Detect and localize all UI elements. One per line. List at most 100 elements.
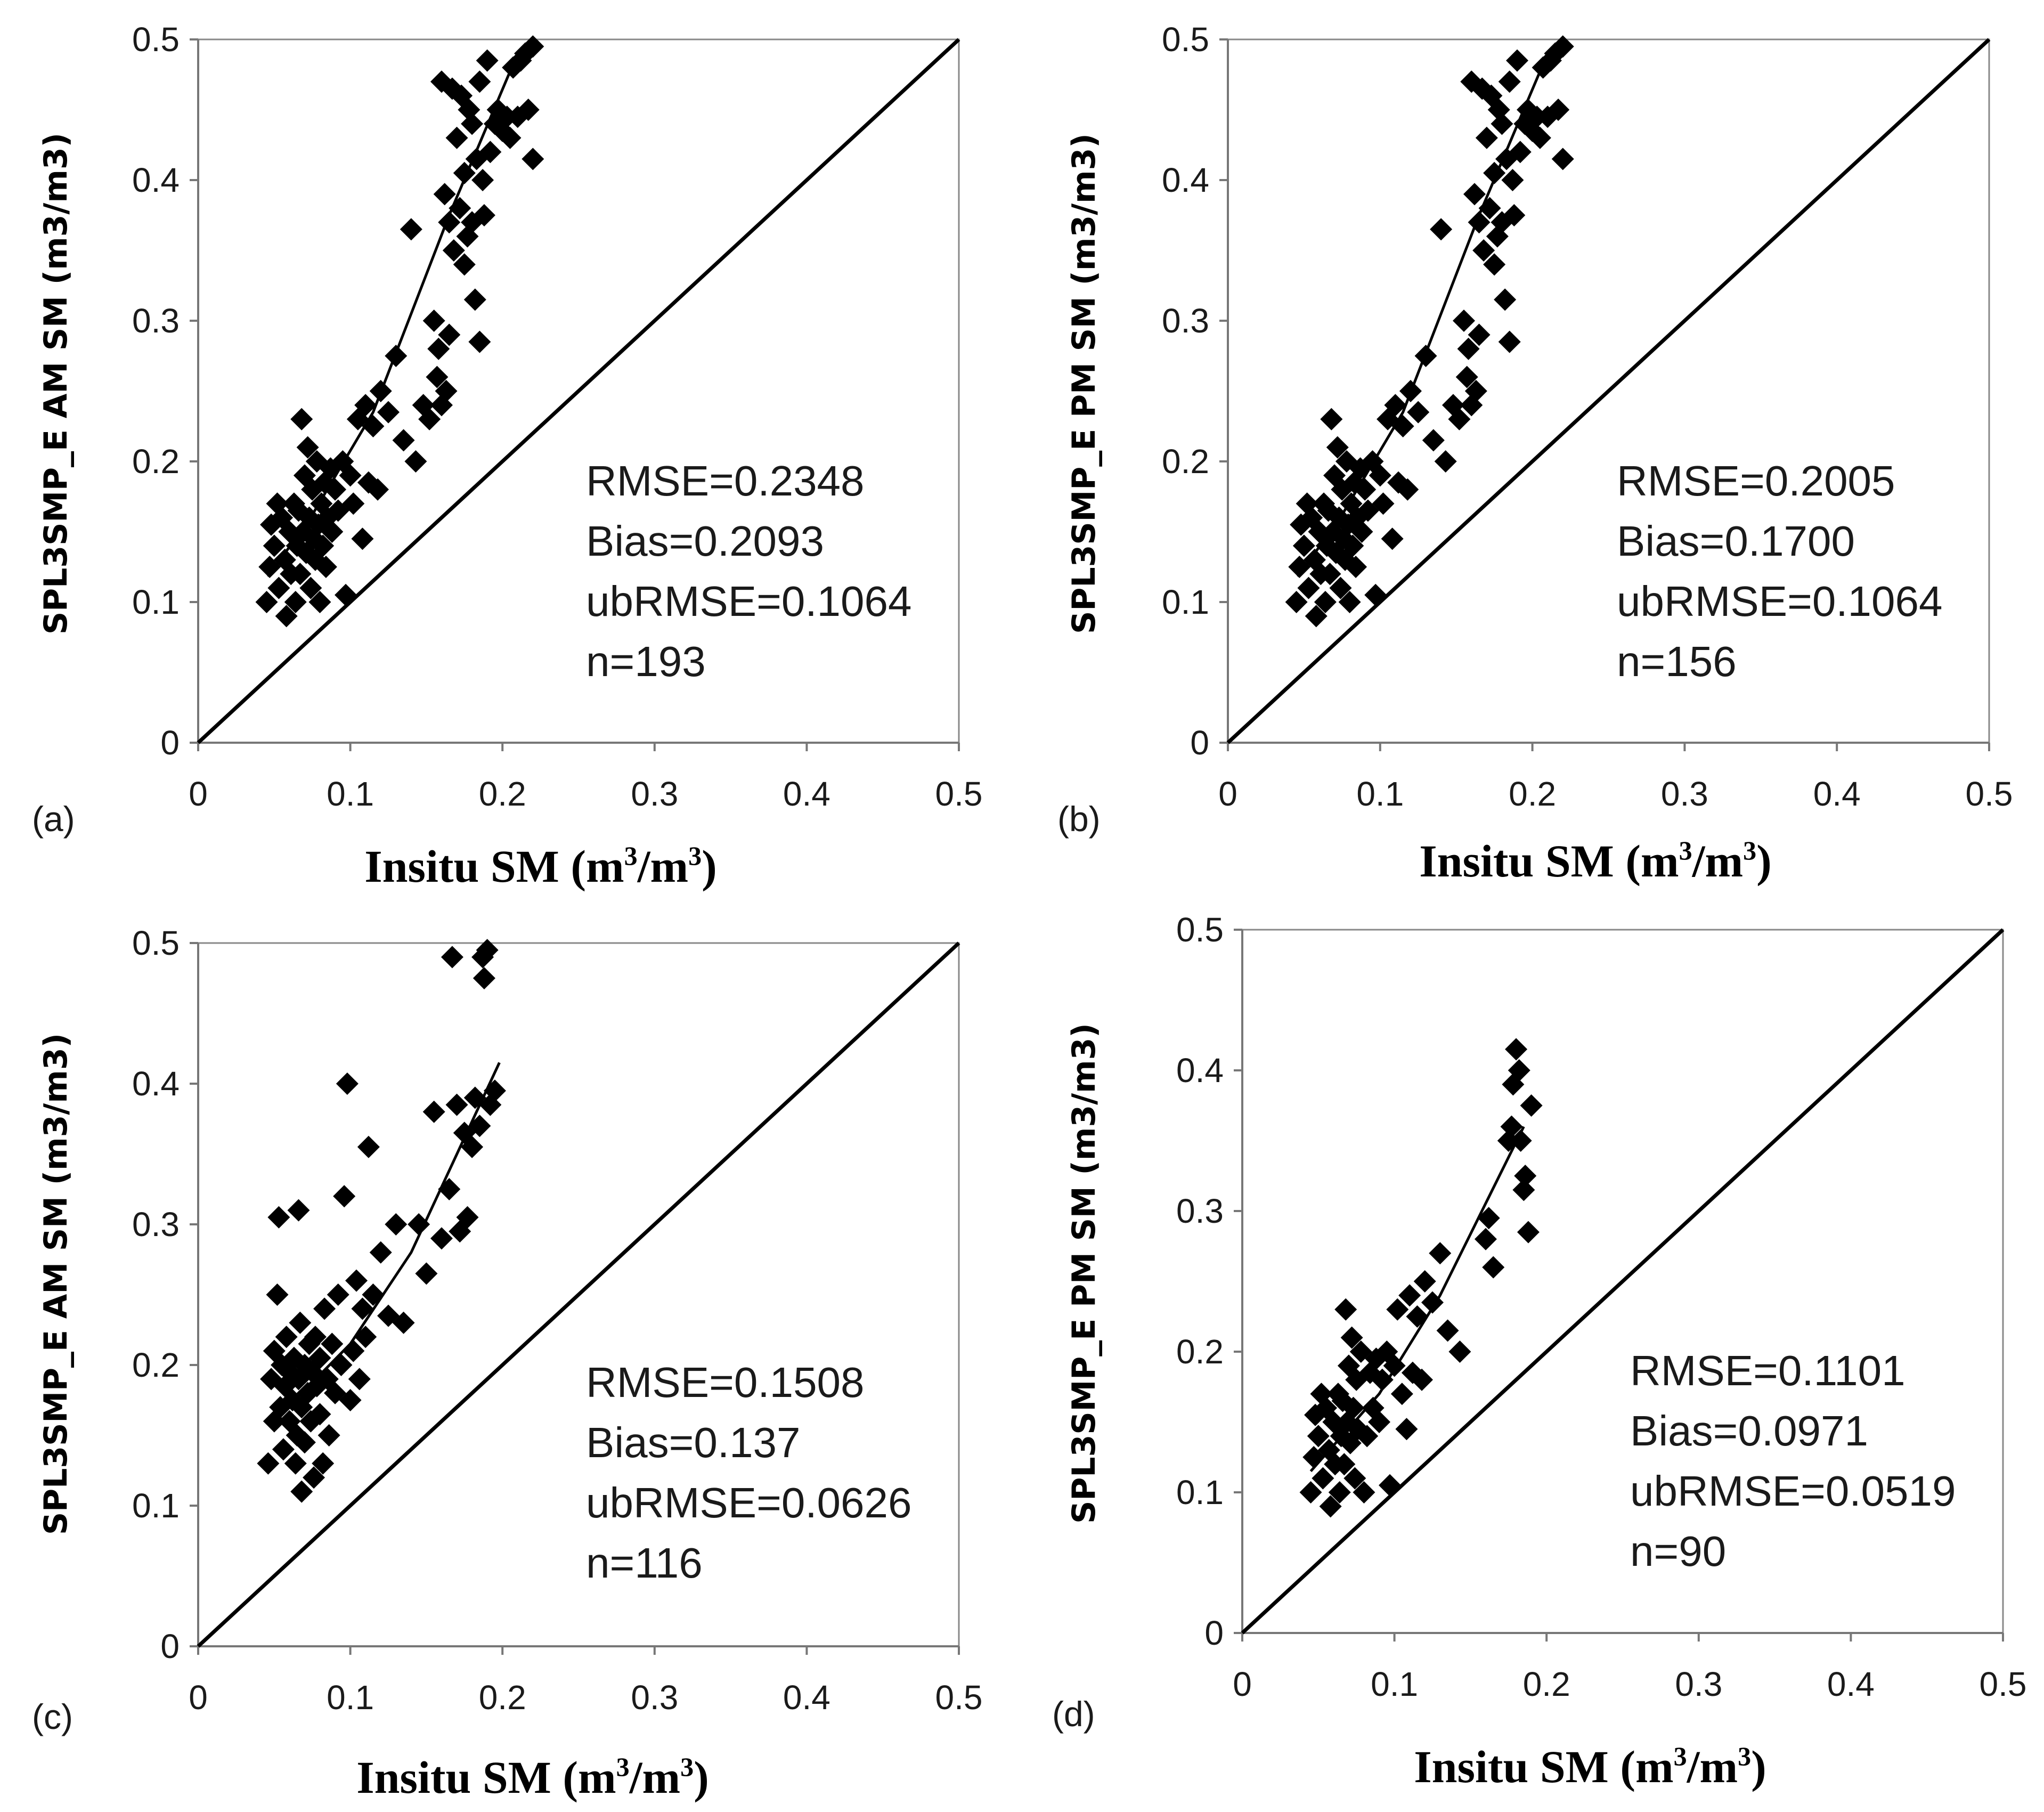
data-point (1320, 408, 1343, 430)
data-point (1406, 1305, 1429, 1328)
data-point (1422, 429, 1445, 452)
data-point (1411, 1368, 1434, 1391)
data-point (351, 1297, 374, 1320)
y-tick-label: 0 (160, 724, 180, 762)
y-tick-label: 0.1 (132, 583, 180, 621)
data-point (308, 1346, 331, 1369)
y-tick-label: 0.5 (1162, 20, 1209, 59)
x-tick-label: 0.4 (1813, 775, 1861, 813)
y-tick-label: 0 (160, 1627, 180, 1665)
data-point (1372, 492, 1395, 515)
x-axis-label: Insitu SM (m3/m3) (364, 841, 717, 892)
data-point (1333, 1453, 1356, 1476)
data-point (1341, 534, 1364, 557)
data-point (415, 1262, 438, 1285)
data-point (255, 591, 278, 613)
x-axis-label-part: /m (1687, 1741, 1738, 1792)
data-point (1297, 576, 1320, 599)
data-point (1369, 464, 1391, 487)
x-tick-label: 0 (189, 775, 208, 813)
x-axis-label-part: ) (694, 1752, 709, 1803)
data-point (1483, 253, 1506, 276)
data-point (1338, 591, 1361, 613)
data-point (426, 365, 449, 388)
data-point (1430, 218, 1453, 241)
data-point (392, 1311, 415, 1334)
data-point (1314, 591, 1337, 613)
data-point (1353, 1481, 1375, 1504)
trend-line (273, 1062, 501, 1423)
data-point (314, 556, 337, 578)
y-tick-label: 0.2 (1176, 1332, 1224, 1371)
stat-label: n=156 (1617, 638, 1737, 685)
stat-label: Bias=0.2093 (586, 517, 824, 565)
data-point (400, 218, 422, 241)
data-point (1390, 1383, 1413, 1405)
data-point (445, 126, 468, 149)
chart-panel-4: 0 0.1 0.2 0.3 0.4 0.5 0 0.1 0.2 0.3 0.4 0.5 RMSE=0.1… (1052, 911, 2026, 1792)
data-point (1452, 310, 1475, 332)
data-point (339, 1389, 362, 1411)
chart-panel-3: 0 0.1 0.2 0.3 0.4 0.5 0 0.1 0.2 0.3 0.4 0.5 RMSE=0.1… (32, 924, 982, 1803)
stat-label: ubRMSE=0.0519 (1630, 1467, 1956, 1515)
y-tick-label: 0.3 (1162, 302, 1209, 340)
x-tick-label: 0.2 (1523, 1665, 1570, 1703)
stat-label: RMSE=0.1101 (1630, 1347, 1905, 1394)
data-point (267, 1206, 290, 1229)
y-tick-label: 0.4 (1176, 1051, 1224, 1090)
data-point (1455, 365, 1478, 388)
stat-label: Bias=0.1700 (1617, 517, 1855, 565)
x-tick-label: 0.5 (1966, 775, 2013, 813)
one-to-one-line (197, 38, 960, 744)
y-tick-label: 0 (1190, 724, 1209, 762)
x-tick-label: 0.3 (631, 775, 678, 813)
data-point (1299, 1481, 1322, 1504)
data-point (1463, 183, 1486, 206)
x-tick-label: 0.5 (1980, 1665, 2027, 1703)
data-point (476, 939, 499, 962)
panel-label: (a) (32, 799, 75, 839)
data-point (1500, 1115, 1523, 1138)
x-tick-label: 0.4 (783, 775, 830, 813)
one-to-one-line (1241, 928, 2005, 1635)
data-point (1498, 70, 1521, 93)
data-point (1386, 1298, 1409, 1321)
x-axis-label-superscript: 3 (616, 1752, 630, 1782)
data-point (418, 408, 441, 430)
x-tick-label: 0 (1218, 775, 1237, 813)
data-point (1381, 527, 1404, 550)
data-point (385, 1213, 408, 1236)
data-point (287, 1199, 310, 1222)
x-axis-label-part: Insitu SM (m (356, 1752, 616, 1803)
x-axis-label: Insitu SM (m3/m3) (356, 1752, 709, 1803)
data-point (1342, 1396, 1365, 1419)
data-point (1501, 169, 1524, 191)
y-tick-label: 0.1 (132, 1486, 180, 1525)
data-point (1436, 1319, 1459, 1342)
stat-label: RMSE=0.2005 (1617, 457, 1895, 505)
data-point (441, 946, 463, 969)
data-point (304, 1326, 327, 1348)
data-point (296, 436, 319, 459)
data-point (289, 563, 312, 586)
data-point (1448, 408, 1471, 430)
data-point (351, 527, 374, 550)
data-point (422, 1100, 445, 1123)
data-point (333, 1185, 356, 1208)
data-point (433, 183, 456, 206)
y-tick-label: 0.1 (1162, 583, 1209, 621)
data-point (1503, 204, 1526, 226)
data-point (1528, 126, 1551, 149)
x-axis-label-part: ) (1756, 835, 1772, 887)
data-point (293, 1431, 316, 1454)
data-point (266, 1283, 289, 1306)
x-axis-label-part: Insitu SM (m (1414, 1741, 1673, 1792)
data-point (499, 126, 522, 149)
x-tick-label: 0.2 (479, 775, 526, 813)
data-point (1413, 1270, 1436, 1293)
data-point (369, 1241, 392, 1264)
x-axis-label-part: Insitu SM (m (364, 841, 624, 892)
stat-label: ubRMSE=0.1064 (1617, 578, 1943, 625)
data-point (1506, 49, 1529, 72)
